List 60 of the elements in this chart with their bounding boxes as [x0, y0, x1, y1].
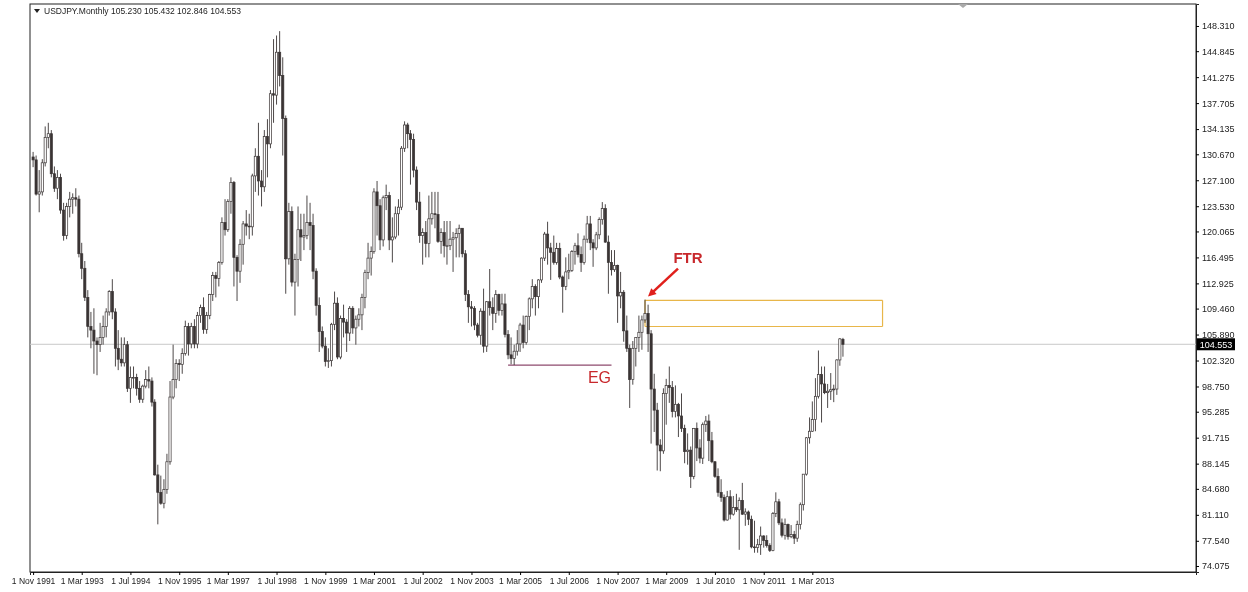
- x-tick-label: 1 Nov 2003: [450, 576, 494, 587]
- y-tick-label: 95.285: [1202, 407, 1230, 418]
- y-tick-label: 88.145: [1202, 459, 1230, 470]
- annotation: FTR: [673, 248, 703, 266]
- x-tick-label: 1 Nov 1999: [304, 576, 348, 587]
- x-tick-label: 1 Mar 2001: [352, 576, 397, 587]
- candlestick: [820, 366, 823, 423]
- candlestick: [445, 220, 449, 266]
- candlestick: [132, 366, 135, 389]
- candlestick: [728, 489, 732, 520]
- y-tick-label: 120.065: [1202, 226, 1235, 237]
- x-tick-label: 1 Jul 2002: [403, 576, 444, 587]
- y-tick-label: 102.320: [1202, 355, 1235, 366]
- candlestick: [725, 490, 729, 522]
- y-tick-label: 98.750: [1202, 381, 1230, 392]
- y-tick-label: 84.680: [1202, 484, 1230, 495]
- x-tick-label: 1 Jul 2006: [549, 576, 590, 587]
- candlestick: [637, 315, 641, 353]
- x-tick-label: 1 Nov 2011: [742, 576, 786, 587]
- y-tick-label: 116.495: [1202, 252, 1234, 263]
- x-tick-label: 1 Jul 2010: [695, 576, 736, 587]
- y-tick-label: 112.925: [1202, 278, 1234, 289]
- y-tick-label: 130.670: [1202, 149, 1235, 160]
- x-tick-label: 1 Nov 2007: [596, 576, 641, 587]
- x-tick-label: 1 Mar 1997: [206, 576, 251, 587]
- x-tick-label: 1 Mar 2005: [499, 576, 543, 587]
- candlestick: [737, 496, 741, 551]
- y-tick-label: 148.310: [1202, 21, 1235, 32]
- candlestick: [192, 318, 196, 349]
- y-tick-label: 81.110: [1202, 510, 1229, 521]
- candlestick: [753, 520, 756, 554]
- series-label: EG: [587, 369, 612, 387]
- chart-title: USDJPY.Monthly 105.230 105.432 102.846 104.553: [44, 6, 242, 16]
- candlestick: [841, 337, 845, 358]
- candlestick: [564, 256, 568, 291]
- x-tick-label: 1 Jul 1998: [257, 576, 297, 587]
- y-tick-label: 141.275: [1202, 72, 1235, 83]
- y-tick-label: 91.715: [1202, 433, 1230, 444]
- ref-line-label: 104.553: [1199, 339, 1233, 350]
- candlestick: [92, 307, 96, 375]
- y-tick-label: 74.075: [1202, 561, 1230, 572]
- x-tick-label: 1 Mar 2013: [791, 576, 835, 587]
- candlestick: [202, 296, 205, 335]
- y-tick-label: 123.530: [1202, 201, 1235, 212]
- x-tick-label: 1 Nov 1991: [11, 576, 56, 587]
- y-tick-label: 137.705: [1202, 98, 1235, 109]
- y-tick-label: 127.100: [1202, 175, 1235, 186]
- candlestick: [533, 283, 537, 317]
- y-tick-label: 109.460: [1202, 303, 1235, 314]
- y-tick-label: 134.135: [1202, 124, 1235, 135]
- x-tick-label: 1 Mar 2009: [645, 576, 689, 587]
- x-tick-label: 1 Nov 1995: [157, 576, 202, 587]
- candlestick: [71, 192, 75, 215]
- y-tick-label: 77.540: [1202, 536, 1230, 547]
- candlestick: [731, 495, 735, 517]
- candlestick: [673, 384, 677, 418]
- x-tick-label: 1 Jul 1994: [111, 576, 151, 587]
- x-tick-label: 1 Mar 1993: [60, 576, 104, 587]
- y-tick-label: 105.890: [1202, 329, 1235, 340]
- y-tick-label: 144.845: [1202, 46, 1235, 57]
